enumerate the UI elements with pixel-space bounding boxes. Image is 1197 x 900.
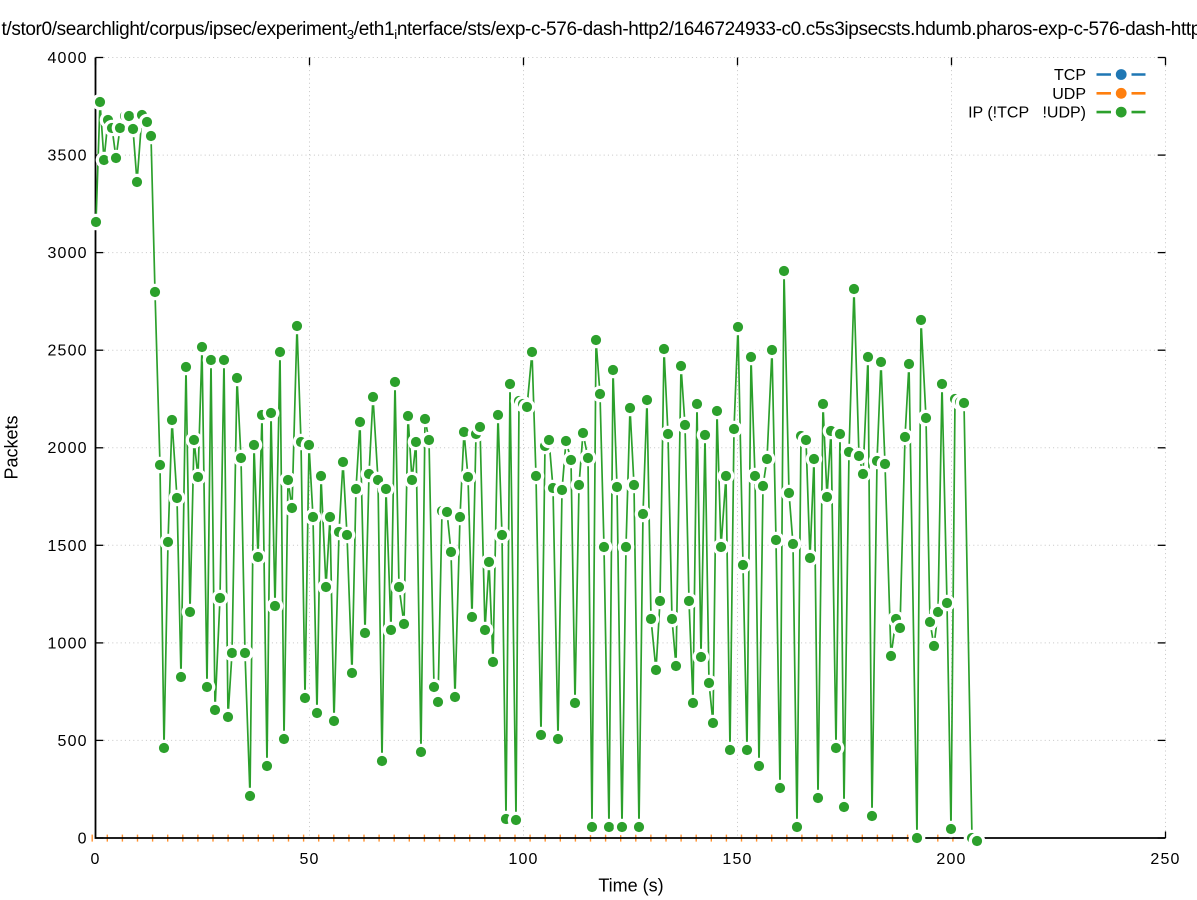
- svg-text:1500: 1500: [47, 538, 87, 555]
- svg-text:200: 200: [936, 851, 966, 868]
- svg-text:250: 250: [1150, 851, 1180, 868]
- svg-text:2000: 2000: [47, 440, 87, 457]
- svg-text:150: 150: [722, 851, 752, 868]
- svg-text:3000: 3000: [47, 245, 87, 262]
- svg-text:0: 0: [78, 831, 88, 848]
- svg-text:2500: 2500: [47, 343, 87, 360]
- svg-text:UDP: UDP: [1052, 86, 1086, 103]
- svg-text:1000: 1000: [47, 635, 87, 652]
- svg-text:50: 50: [299, 851, 319, 868]
- svg-text:3500: 3500: [47, 148, 87, 165]
- svg-text:t/stor0/searchlight/corpus/ips: t/stor0/searchlight/corpus/ipsec/experim…: [2, 19, 1197, 42]
- svg-text:Time (s): Time (s): [598, 876, 663, 896]
- svg-text:TCP: TCP: [1054, 67, 1086, 84]
- svg-text:100: 100: [508, 851, 538, 868]
- svg-text:0: 0: [90, 851, 100, 868]
- svg-text:IP (!TCP !UDP): IP (!TCP !UDP): [968, 105, 1086, 122]
- svg-text:500: 500: [58, 733, 88, 750]
- svg-text:Packets: Packets: [2, 415, 22, 479]
- svg-text:4000: 4000: [47, 50, 87, 67]
